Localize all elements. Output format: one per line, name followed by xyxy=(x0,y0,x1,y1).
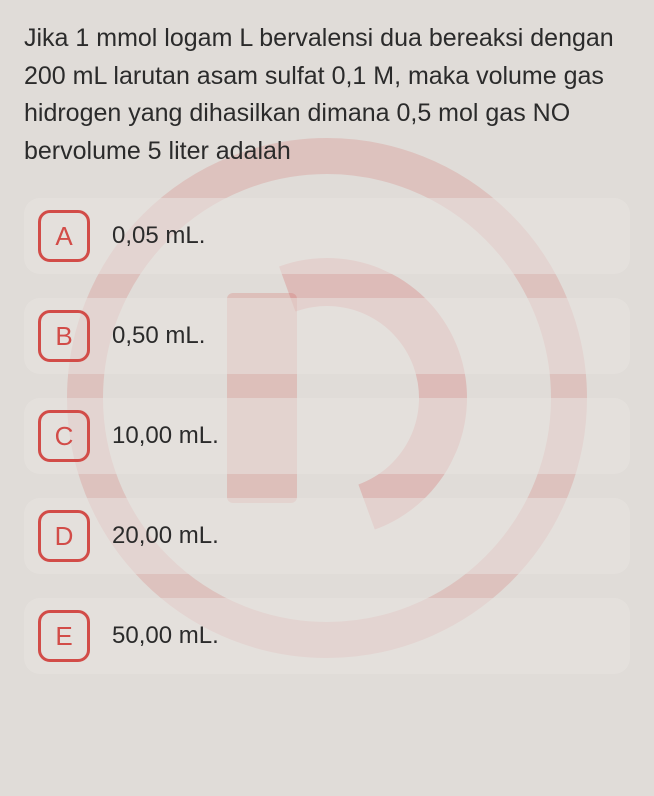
option-b[interactable]: B 0,50 mL. xyxy=(24,298,630,374)
option-d[interactable]: D 20,00 mL. xyxy=(24,498,630,574)
option-text: 0,50 mL. xyxy=(112,322,205,350)
option-text: 0,05 mL. xyxy=(112,222,205,250)
options-list: A 0,05 mL. B 0,50 mL. C 10,00 mL. D 20,0… xyxy=(24,198,630,674)
option-letter: C xyxy=(38,410,90,462)
option-text: 10,00 mL. xyxy=(112,422,219,450)
option-e[interactable]: E 50,00 mL. xyxy=(24,598,630,674)
option-letter: A xyxy=(38,210,90,262)
option-a[interactable]: A 0,05 mL. xyxy=(24,198,630,274)
quiz-container: Jika 1 mmol logam L bervalensi dua berea… xyxy=(0,0,654,694)
option-c[interactable]: C 10,00 mL. xyxy=(24,398,630,474)
question-text: Jika 1 mmol logam L bervalensi dua berea… xyxy=(24,20,630,170)
option-text: 50,00 mL. xyxy=(112,622,219,650)
option-letter: E xyxy=(38,610,90,662)
option-letter: B xyxy=(38,310,90,362)
option-text: 20,00 mL. xyxy=(112,522,219,550)
option-letter: D xyxy=(38,510,90,562)
